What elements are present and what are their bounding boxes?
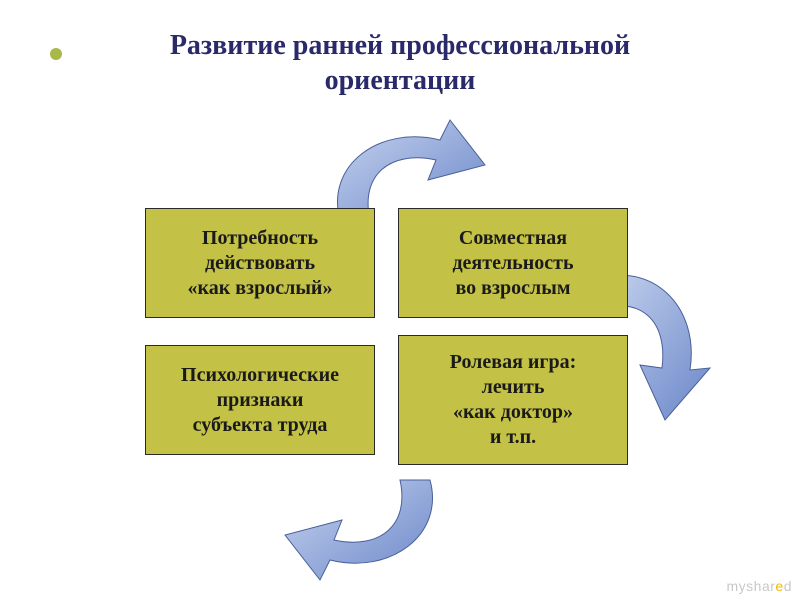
watermark-prefix: myshar xyxy=(727,578,776,594)
slide-title: Развитие ранней профессиональной ориента… xyxy=(0,28,800,98)
cycle-box-top-left: Потребностьдействовать«как взрослый» xyxy=(145,208,375,318)
cycle-box-bottom-right: Ролевая игра:лечить«как доктор»и т.п. xyxy=(398,335,628,465)
box-text: Потребностьдействовать«как взрослый» xyxy=(188,226,333,301)
title-line-1: Развитие ранней профессиональной xyxy=(0,28,800,63)
watermark-accent: e xyxy=(775,578,783,594)
slide-root: Развитие ранней профессиональной ориента… xyxy=(0,0,800,600)
box-text: Психологическиепризнакисубъекта труда xyxy=(181,363,339,438)
box-text: Ролевая игра:лечить«как доктор»и т.п. xyxy=(450,350,577,450)
box-text: Совместнаядеятельностьво взрослым xyxy=(452,226,573,301)
cycle-box-top-right: Совместнаядеятельностьво взрослым xyxy=(398,208,628,318)
arrow-bottom xyxy=(270,470,470,590)
title-line-2: ориентации xyxy=(0,63,800,98)
cycle-box-bottom-left: Психологическиепризнакисубъекта труда xyxy=(145,345,375,455)
watermark: myshared xyxy=(727,578,793,594)
watermark-suffix: d xyxy=(784,578,792,594)
